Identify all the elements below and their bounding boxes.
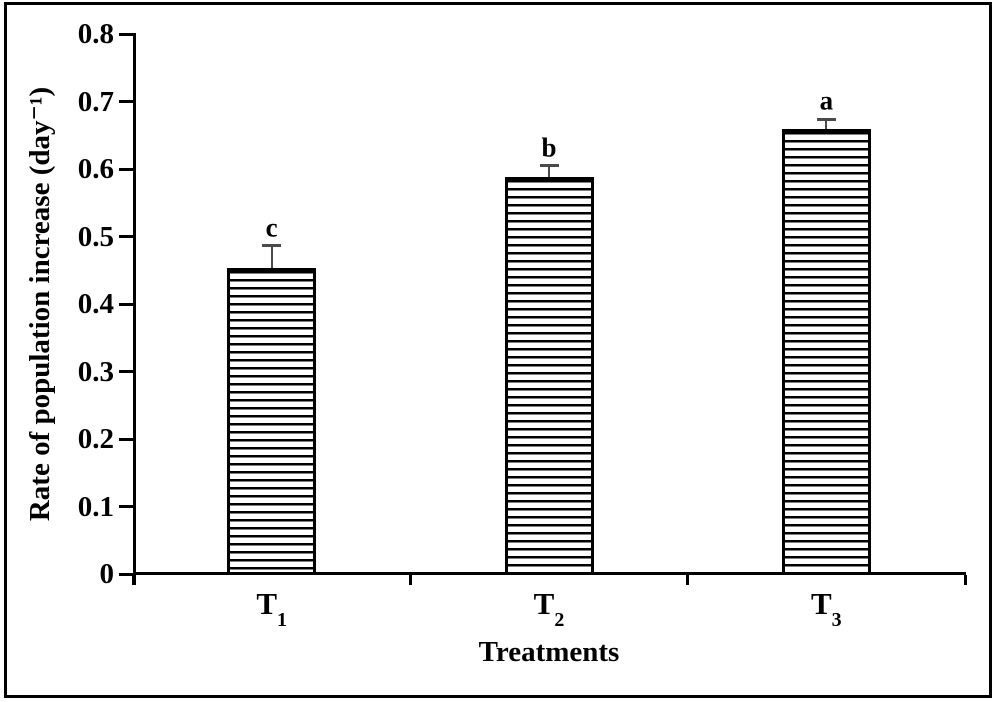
y-tick-label: 0.7 bbox=[77, 85, 114, 118]
error-bar-cap bbox=[539, 164, 559, 168]
error-bar-cap bbox=[816, 117, 836, 121]
y-tick-label: 0.6 bbox=[77, 153, 114, 185]
significance-letter: a bbox=[819, 85, 834, 116]
y-tick-mark bbox=[119, 235, 133, 238]
significance-letter: c bbox=[265, 212, 278, 243]
error-bar-whisker bbox=[270, 245, 273, 269]
y-tick-mark bbox=[119, 167, 133, 171]
y-tick-mark bbox=[119, 572, 133, 576]
error-bar-cap bbox=[262, 244, 282, 248]
x-tick-mark bbox=[408, 575, 412, 585]
x-axis-title: Treatments bbox=[478, 636, 620, 668]
significance-letter: b bbox=[541, 132, 557, 163]
x-category-label: T1 bbox=[256, 586, 287, 631]
x-tick-mark bbox=[963, 575, 967, 585]
y-tick-label: 0 bbox=[99, 558, 115, 590]
error-bar-whisker bbox=[548, 165, 550, 178]
x-category-label: T3 bbox=[810, 586, 842, 631]
y-tick-label: 0.8 bbox=[77, 18, 114, 50]
y-tick-mark bbox=[119, 437, 133, 441]
x-tick-mark bbox=[686, 575, 690, 585]
y-tick-label: 0.4 bbox=[77, 288, 114, 320]
error-bar-whisker bbox=[825, 119, 828, 130]
y-axis-line bbox=[133, 33, 136, 585]
y-tick-label: 0.1 bbox=[77, 490, 114, 523]
y-tick-mark bbox=[119, 32, 133, 36]
x-category-label: T2 bbox=[533, 586, 565, 631]
y-tick-label: 0.2 bbox=[77, 423, 114, 455]
bar-3 bbox=[781, 129, 871, 575]
bar-2 bbox=[504, 177, 594, 575]
figure-border bbox=[4, 2, 992, 698]
y-tick-mark bbox=[119, 302, 133, 306]
y-tick-mark bbox=[119, 505, 133, 508]
x-tick-mark bbox=[131, 575, 135, 585]
y-tick-mark bbox=[119, 100, 133, 103]
y-tick-label: 0.3 bbox=[77, 355, 114, 388]
y-tick-label: 0.5 bbox=[77, 220, 114, 253]
bar-1 bbox=[227, 268, 317, 575]
y-tick-mark bbox=[119, 370, 133, 373]
